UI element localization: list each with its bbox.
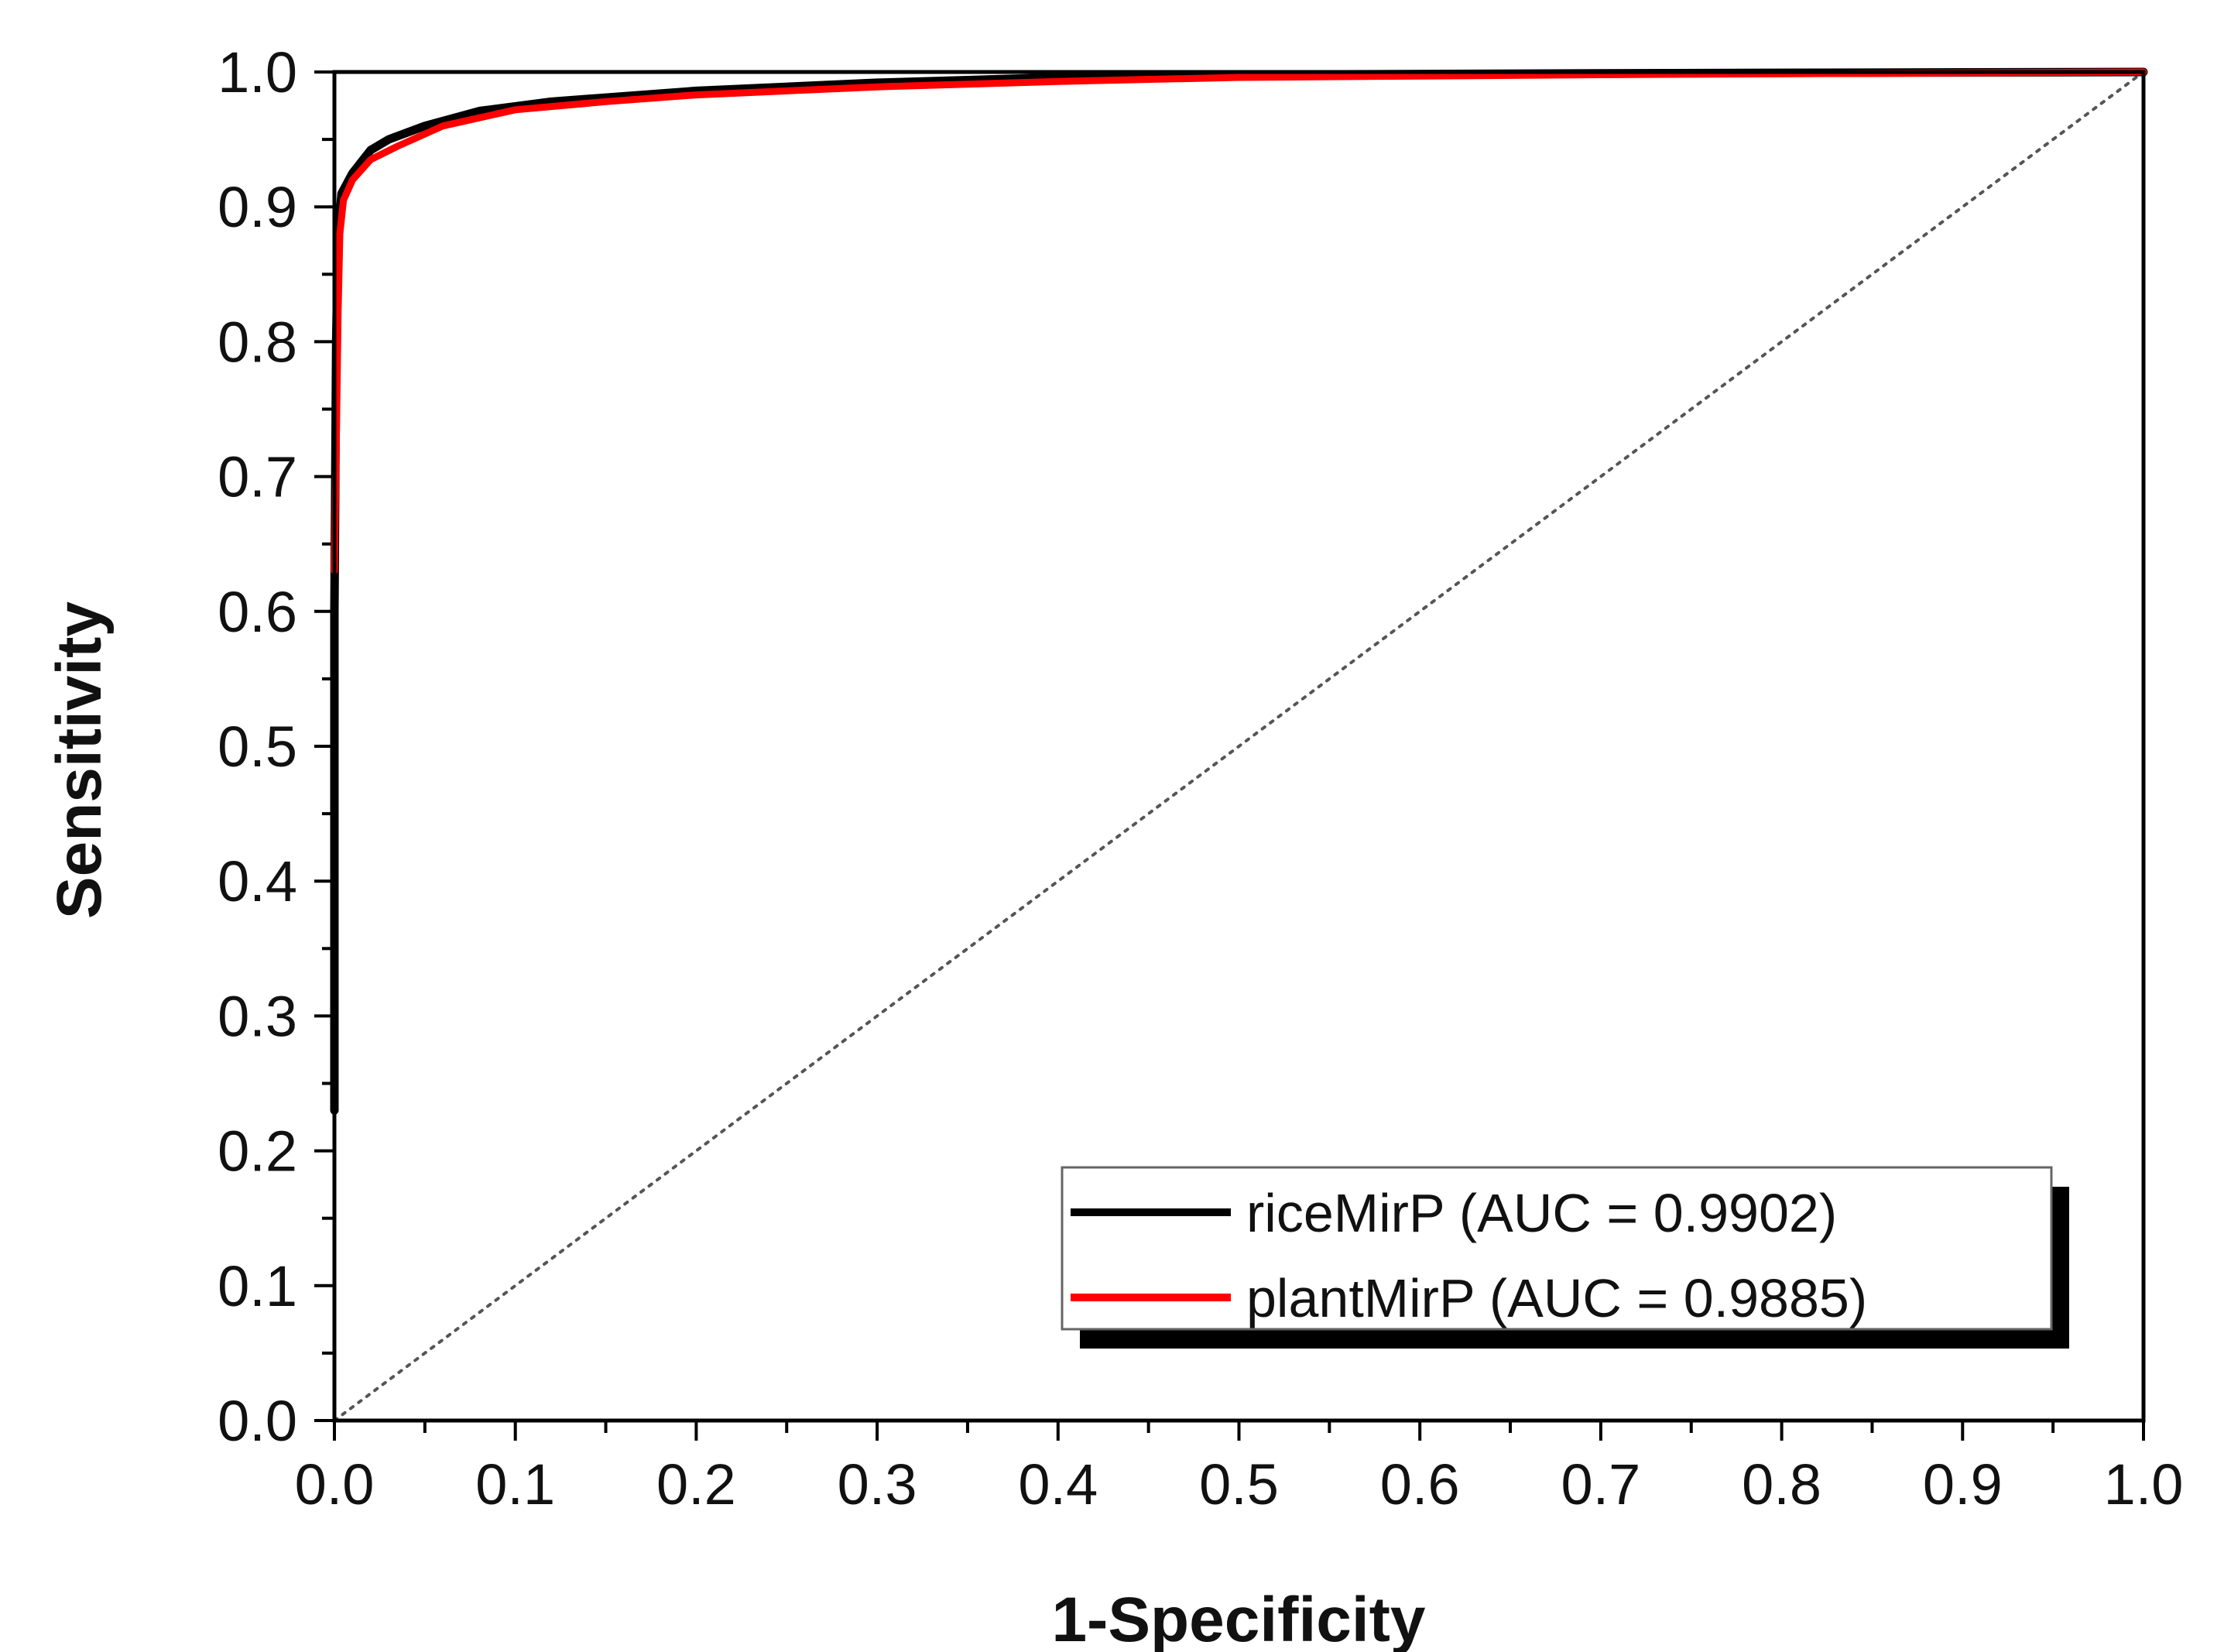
ticks-layer: [314, 70, 2145, 1441]
plot-frame: [332, 70, 2146, 1423]
legend-box: [1061, 1166, 2053, 1331]
x-tick-label: 0.0: [295, 1452, 375, 1517]
x-tick-label: 0.9: [1923, 1452, 2003, 1517]
x-tick-label: 0.8: [1742, 1452, 1821, 1517]
x-tick-label: 0.5: [1199, 1452, 1279, 1517]
tick-label-layer: 0.0 0.1 0.2 0.3 0.4 0.5 0.6 0.7 0.8 0.9 1.0 0.0 0.1 0…: [218, 40, 2183, 1517]
series-line-ricemirp: [330, 67, 2148, 1115]
series-layer: [330, 67, 2148, 1115]
legend-label-ricemirp: riceMirP (AUC = 0.9902): [1246, 1183, 1837, 1243]
x-tick-label: 0.4: [1018, 1452, 1098, 1517]
y-tick-label: 0.2: [218, 1119, 297, 1184]
x-tick-label: 0.3: [838, 1452, 917, 1517]
series-line-plantmirp: [331, 68, 2147, 574]
y-tick-label: 0.0: [218, 1389, 297, 1453]
y-axis-title: Sensitivity: [44, 602, 115, 920]
y-tick-label: 0.8: [218, 310, 297, 374]
x-axis-title: 1-Specificity: [1051, 1585, 1425, 1652]
x-tick-label: 1.0: [2104, 1452, 2184, 1517]
y-tick-label: 0.7: [218, 445, 297, 509]
y-tick-label: 0.3: [218, 984, 297, 1048]
y-tick-label: 0.4: [218, 849, 297, 913]
y-tick-label: 0.5: [218, 715, 297, 779]
legend-label-plantmirp: plantMirP (AUC = 0.9885): [1246, 1268, 1867, 1328]
x-tick-label: 0.6: [1380, 1452, 1460, 1517]
y-tick-label: 0.9: [218, 175, 297, 239]
y-tick-label: 1.0: [218, 40, 297, 105]
y-tick-label: 0.6: [218, 580, 297, 644]
x-tick-label: 0.7: [1561, 1452, 1640, 1517]
legend: riceMirP (AUC = 0.9902) plantMirP (AUC =…: [1061, 1166, 2069, 1349]
x-tick-label: 0.2: [656, 1452, 736, 1517]
diagonal-reference-line: [333, 70, 2145, 1422]
y-tick-label: 0.1: [218, 1254, 297, 1318]
x-tick-label: 0.1: [475, 1452, 555, 1517]
